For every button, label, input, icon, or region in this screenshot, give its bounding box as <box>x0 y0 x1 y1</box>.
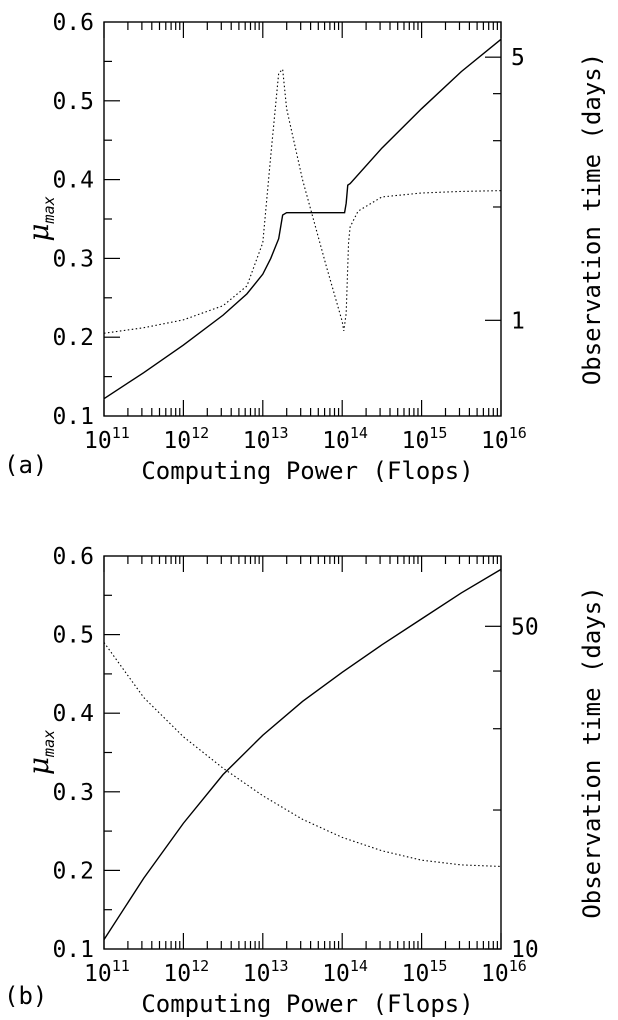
x-tick-label: 1015 <box>402 424 448 454</box>
x-tick-label: 1013 <box>243 957 289 987</box>
y2-tick-label: 50 <box>511 614 539 640</box>
y-tick-label: 0.2 <box>52 325 94 351</box>
x-tick-label: 1014 <box>322 424 368 454</box>
panel-label: (a) <box>4 451 47 479</box>
x-tick-label: 1016 <box>481 957 527 987</box>
y2-tick-label: 1 <box>511 308 525 334</box>
y-tick-label: 0.3 <box>52 246 94 272</box>
x-tick-label: 1013 <box>243 424 289 454</box>
x-tick-label: 1012 <box>163 424 209 454</box>
series-line-dotted <box>103 68 502 334</box>
x-tick-label: 1016 <box>481 424 527 454</box>
x-axis-label: Computing Power (Flops) <box>141 990 473 1018</box>
y-tick-label: 0.6 <box>52 544 94 570</box>
y-tick-label: 0.3 <box>52 780 94 806</box>
y-tick-label: 0.2 <box>52 858 94 884</box>
x-tick-label: 1011 <box>84 424 130 454</box>
x-axis-label: Computing Power (Flops) <box>141 457 473 485</box>
panel-label: (b) <box>4 982 47 1010</box>
x-tick-label: 1015 <box>402 957 448 987</box>
x-tick-label: 1014 <box>322 957 368 987</box>
y-tick-label: 0.1 <box>52 404 94 430</box>
y-tick-label: 0.1 <box>52 937 94 963</box>
y-tick-label: 0.5 <box>52 623 94 649</box>
y2-axis-label: Observation time (days) <box>578 586 606 918</box>
panel-a: 1011 1012 1013 1014 1015 1016 0.1 0.2 0.3 0.4 0.5 0… <box>4 10 606 485</box>
panel-b: 1011 1012 1013 1014 1015 1016 0.1 0.2 0.3 0.4 0.5 0… <box>4 544 606 1018</box>
y-tick-label: 0.5 <box>52 89 94 115</box>
y-tick-label: 0.4 <box>52 701 94 727</box>
y2-tick-label: 10 <box>511 937 539 963</box>
y2-axis-label: Observation time (days) <box>578 53 606 385</box>
y2-tick-label: 5 <box>511 45 525 71</box>
y-axis-label: μmax <box>22 196 58 241</box>
series-line-solid <box>103 568 502 940</box>
plot-frame <box>103 21 502 417</box>
x-tick-label: 1011 <box>84 957 130 987</box>
y-axis-label: μmax <box>22 730 58 775</box>
x-tick-label: 1012 <box>163 957 209 987</box>
series-line-solid <box>103 38 502 400</box>
plot-frame <box>103 555 502 950</box>
series-line-dotted <box>103 642 502 868</box>
y-tick-label: 0.6 <box>52 10 94 36</box>
y-tick-label: 0.4 <box>52 168 94 194</box>
